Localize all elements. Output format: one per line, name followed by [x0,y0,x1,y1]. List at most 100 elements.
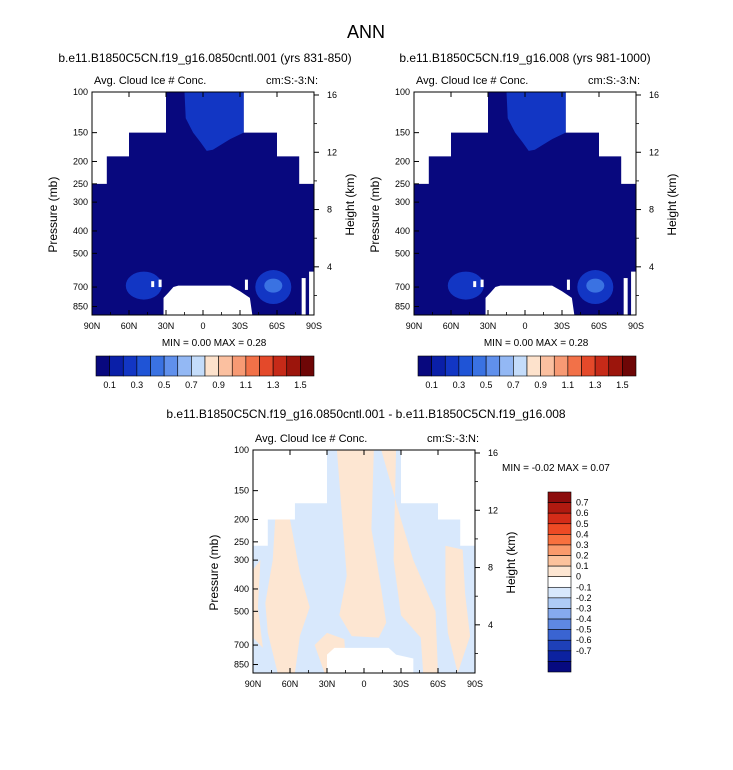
y-axis-label: Pressure (mb) [368,177,382,253]
y-axis-label: Pressure (mb) [207,535,221,611]
x-tick-label: 90S [467,679,483,689]
x-tick-label: 0 [361,679,366,689]
colorbar-label: 0.5 [576,519,589,529]
y-tick-label: 400 [395,226,410,236]
y-tick-label: 700 [395,282,410,292]
colorbar-label: 0.1 [103,380,116,390]
colorbar-label: 0.1 [425,380,438,390]
y-tick-label: 500 [395,248,410,258]
x-tick-label: 30S [232,321,248,331]
colorbar-swatch [472,355,487,377]
y-tick-label: 500 [234,606,249,616]
x-tick-label: 90N [406,321,423,331]
panel-title: b.e11.B1850C5CN.f19_g16.0850cntl.001 - b… [166,407,566,421]
y-tick-label: 250 [395,179,410,189]
colorbar-difference: 0.70.60.50.40.30.20.10-0.1-0.2-0.3-0.4-0… [547,491,592,673]
colorbar-label: 1.3 [267,380,280,390]
colorbar-label: 0.4 [576,529,589,539]
field-blob-south-core [264,278,283,293]
colorbar-label: 0.9 [534,380,547,390]
x-tick-label: 0 [200,321,205,331]
y-right-axis-label: Height (km) [504,532,518,594]
colorbar-label: -0.7 [576,646,592,656]
y-tick-label: 200 [234,514,249,524]
panel-subtitle-right: cm:S:-3:N: [427,433,479,445]
colorbar-swatch [177,355,192,377]
field-notch [473,281,477,288]
field-notch [623,278,628,315]
colorbar-label: 1.3 [589,380,602,390]
y-tick-label: 700 [73,282,88,292]
y-tick-label: 200 [395,156,410,166]
panel-difference: b.e11.B1850C5CN.f19_g16.0850cntl.001 - b… [166,407,610,689]
y-tick-label: 150 [395,128,410,138]
colorbar-label: 0 [576,572,581,582]
colorbar-swatch [547,661,572,673]
colorbar-label: -0.4 [576,614,592,624]
diff-positive-region [381,450,438,673]
y-tick-label: 850 [395,302,410,312]
panel-control: b.e11.B1850C5CN.f19_g16.0850cntl.001 (yr… [46,51,357,349]
colorbar-label: 1.1 [562,380,575,390]
colorbar-swatch [553,355,569,377]
y-axis-label: Pressure (mb) [46,177,60,253]
field-notch [301,278,306,315]
x-tick-label: 30N [319,679,336,689]
colorbar-swatch [163,355,179,377]
colorbar-label: 0.7 [576,498,589,508]
main-title: ANN [347,22,385,42]
y-right-tick-label: 4 [327,262,332,272]
colorbar-label: 0.2 [576,551,589,561]
colorbar-label: -0.1 [576,582,592,592]
colorbar-swatch [499,355,514,377]
diff-positive-region [253,560,263,648]
y-right-tick-label: 16 [327,90,337,100]
colorbar-swatch [485,355,501,377]
x-tick-label: 60S [269,321,285,331]
colorbar-swatch [547,565,572,578]
colorbar-absolute-right: 0.1 0.3 0.5 0.7 0.9 1.1 1.3 1.5 [417,355,637,390]
x-tick-label: 30N [158,321,175,331]
field-terrain-mask [485,285,575,315]
x-tick-label: 30S [554,321,570,331]
panel-subtitle-right: cm:S:-3:N: [266,75,318,87]
y-tick-label: 150 [73,128,88,138]
colorbar-label: 0.7 [185,380,198,390]
y-right-tick-label: 8 [649,205,654,215]
colorbar-swatch [547,491,572,503]
colorbar-swatch [608,355,623,377]
colorbar-swatch [513,355,528,377]
y-right-tick-label: 16 [488,448,498,458]
x-tick-label: 60N [282,679,299,689]
colorbar-absolute-left: 0.1 0.3 0.5 0.7 0.9 1.1 1.3 1.5 [95,355,315,390]
field-notch [309,271,315,315]
y-right-tick-label: 12 [649,147,659,157]
colorbar-swatch [547,576,572,588]
y-tick-label: 100 [395,87,410,97]
colorbar-swatch [444,355,460,377]
diff-positive-region [265,519,310,673]
panel-title: b.e11.B1850C5CN.f19_g16.0850cntl.001 (yr… [58,51,351,65]
y-tick-label: 300 [73,197,88,207]
colorbar-swatch [136,355,151,377]
x-tick-label: 30S [393,679,409,689]
colorbar-swatch [547,512,572,525]
field-notch [244,279,248,290]
colorbar-swatch [431,355,446,377]
field-terrain-mask [163,285,253,315]
y-right-tick-label: 12 [327,147,337,157]
colorbar-label: 0.7 [507,380,520,390]
colorbar-label: 0.3 [576,540,589,550]
y-tick-label: 300 [234,555,249,565]
colorbar-swatch [218,355,233,377]
y-tick-label: 200 [73,156,88,166]
y-right-axis-label: Height (km) [343,174,357,236]
colorbar-swatch [547,629,572,641]
y-right-tick-label: 8 [327,205,332,215]
colorbar-label: 0.5 [158,380,171,390]
colorbar-swatch [547,597,572,609]
x-tick-label: 90S [306,321,322,331]
panel-subtitle-right: cm:S:-3:N: [588,75,640,87]
diff-positive-region [336,450,387,638]
field-blob-north [447,271,484,300]
